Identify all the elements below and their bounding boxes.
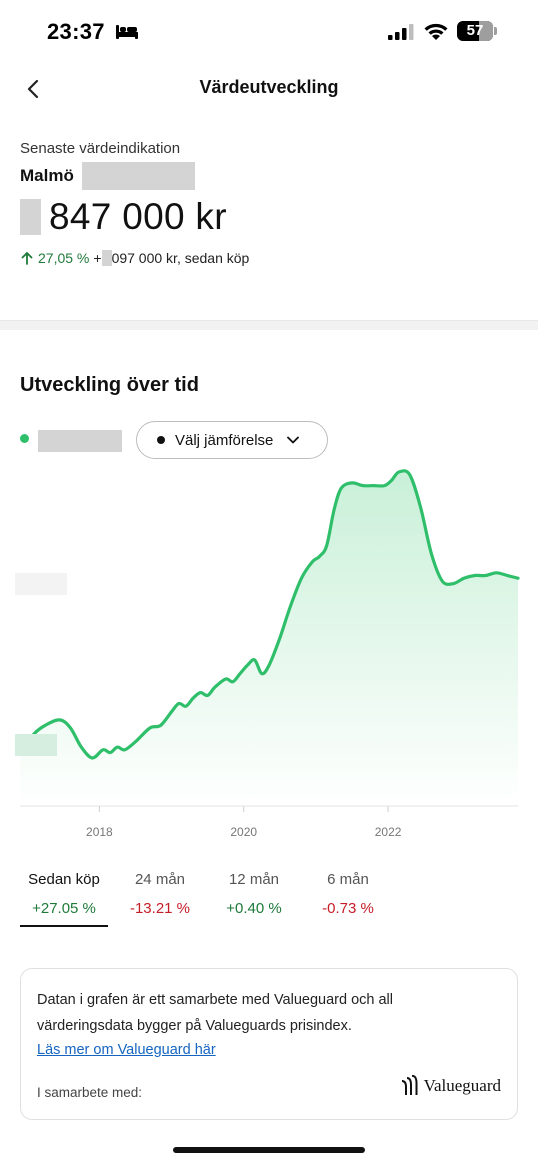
change-amount: 097 000 kr, sedan köp	[111, 250, 250, 266]
value-chart[interactable]: 2018 2020 2022	[0, 460, 538, 850]
tab-value: +0.40 %	[226, 900, 282, 917]
x-axis-tick-label: 2018	[86, 825, 113, 839]
legend-dot	[20, 434, 29, 443]
tab-value: -0.73 %	[322, 900, 374, 917]
tab-label: 12 mån	[228, 871, 280, 888]
active-tab-indicator	[20, 925, 108, 927]
redacted-value-digit	[20, 199, 41, 235]
back-button[interactable]	[18, 74, 48, 104]
status-bar: 23:37 57	[0, 0, 538, 60]
redacted-legend-label	[38, 430, 122, 452]
home-indicator	[173, 1147, 365, 1153]
x-axis-tick-label: 2020	[230, 825, 257, 839]
chart-label-redacted	[15, 573, 67, 595]
battery-level: 57	[466, 22, 484, 39]
period-tabs: Sedan köp +27.05 % 24 mån -13.21 % 12 må…	[20, 865, 420, 929]
tab-label: 6 mån	[327, 871, 369, 888]
info-text: Datan i grafen är ett samarbete med Valu…	[37, 992, 393, 1034]
address: Malmö	[20, 162, 520, 190]
navigation-bar: Värdeutveckling	[0, 60, 538, 116]
compare-dropdown[interactable]: Välj jämförelse	[136, 421, 328, 459]
change-row: 27,05 % + 097 000 kr, sedan köp	[20, 250, 520, 266]
valueguard-logo-text: Valueguard	[423, 1076, 501, 1095]
tab-24-months[interactable]: 24 mån -13.21 %	[120, 865, 200, 927]
battery-indicator: 57	[457, 21, 497, 41]
cellular-signal-icon	[388, 24, 414, 40]
x-axis-tick-label: 2022	[375, 825, 402, 839]
redacted-street	[81, 162, 195, 190]
tab-label: Sedan köp	[28, 871, 100, 888]
valueguard-link[interactable]: Läs mer om Valueguard här	[37, 1042, 216, 1058]
section-divider	[0, 320, 538, 330]
status-time: 23:37	[47, 19, 105, 44]
redacted-change-digit	[101, 250, 112, 266]
chart-area-fill	[20, 470, 518, 806]
compare-dot	[157, 436, 165, 444]
wifi-icon	[424, 23, 448, 40]
tab-value: -13.21 %	[129, 900, 191, 917]
compare-label: Välj jämförelse	[175, 431, 274, 449]
valueguard-logo: Valueguard	[400, 1075, 501, 1097]
change-amount-prefix: +	[93, 250, 102, 266]
tab-value: +27.05 %	[32, 900, 96, 917]
info-card: Datan i grafen är ett samarbete med Valu…	[20, 968, 518, 1120]
value-row: 847 000 kr	[20, 196, 520, 238]
tab-12-months[interactable]: 12 mån +0.40 %	[214, 865, 294, 927]
tab-label: 24 mån	[134, 871, 186, 888]
summary-label: Senaste värdeindikation	[20, 140, 181, 157]
page-title: Värdeutveckling	[199, 77, 339, 97]
current-value: 847 000 kr	[49, 196, 227, 237]
chevron-down-icon	[287, 436, 300, 444]
address-city: Malmö	[20, 166, 74, 185]
tab-6-months[interactable]: 6 mån -0.73 %	[308, 865, 388, 927]
partner-label: I samarbete med:	[37, 1085, 143, 1100]
change-percentage: 27,05 %	[38, 250, 90, 266]
chevron-left-icon	[27, 79, 39, 99]
chart-x-axis: 2018 2020 2022	[86, 806, 402, 839]
chart-label-redacted	[15, 734, 57, 756]
chart-series-line	[18, 469, 520, 760]
section-title: Utveckling över tid	[20, 374, 199, 396]
sleep-focus-icon	[116, 25, 138, 39]
valueguard-logo-icon	[401, 1075, 418, 1095]
value-summary: Senaste värdeindikation Malmö 847 000 kr…	[20, 140, 520, 266]
tab-since-purchase[interactable]: Sedan köp +27.05 %	[20, 865, 108, 927]
arrow-up-icon	[21, 252, 33, 265]
